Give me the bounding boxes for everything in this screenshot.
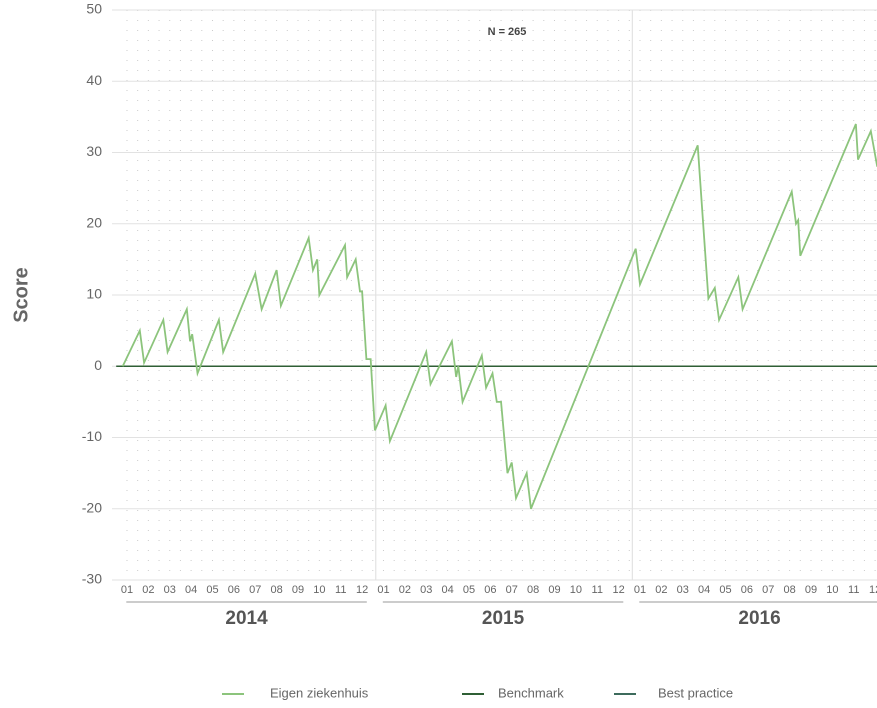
- y-tick-label: -30: [82, 571, 102, 587]
- x-tick-label: 03: [164, 584, 176, 596]
- x-tick-label: 09: [548, 584, 560, 596]
- y-axis-label: Score: [10, 267, 32, 323]
- x-tick-label: 05: [463, 584, 475, 596]
- x-tick-label: 06: [741, 584, 753, 596]
- y-tick-label: -20: [82, 499, 102, 515]
- y-tick-label: 20: [86, 214, 102, 230]
- x-tick-label: 02: [655, 584, 667, 596]
- x-tick-label: 07: [762, 584, 774, 596]
- y-tick-label: 50: [86, 1, 102, 17]
- x-tick-label: 05: [719, 584, 731, 596]
- x-tick-label: 04: [698, 584, 710, 596]
- x-tick-label: 06: [228, 584, 240, 596]
- x-tick-label: 04: [185, 584, 197, 596]
- x-tick-label: 01: [634, 584, 646, 596]
- y-tick-label: 0: [94, 357, 102, 373]
- y-tick-label: 10: [86, 286, 102, 302]
- x-tick-label: 02: [399, 584, 411, 596]
- y-tick-label: 40: [86, 72, 102, 88]
- x-tick-label: 03: [420, 584, 432, 596]
- x-tick-label: 11: [848, 584, 859, 596]
- x-tick-label: 10: [826, 584, 838, 596]
- series-line: [121, 123, 877, 510]
- x-tick-label: 10: [570, 584, 582, 596]
- x-tick-label: 04: [441, 584, 453, 596]
- y-tick-label: -10: [82, 428, 102, 444]
- x-tick-label: 08: [527, 584, 539, 596]
- x-tick-label: 09: [805, 584, 817, 596]
- x-tick-label: 02: [142, 584, 154, 596]
- x-tick-label: 07: [249, 584, 261, 596]
- legend-label: Best practice: [658, 685, 733, 700]
- year-label: 2016: [738, 608, 780, 629]
- x-tick-label: 09: [292, 584, 304, 596]
- x-tick-label: 11: [592, 584, 603, 596]
- x-tick-label: 03: [677, 584, 689, 596]
- x-tick-label: 08: [783, 584, 795, 596]
- year-label: 2014: [225, 608, 268, 629]
- x-tick-label: 07: [506, 584, 518, 596]
- x-tick-label: 06: [484, 584, 496, 596]
- x-tick-label: 12: [356, 584, 368, 596]
- x-tick-label: 05: [206, 584, 218, 596]
- x-tick-label: 11: [335, 584, 346, 596]
- plot: [116, 123, 877, 510]
- x-tick-label: 10: [313, 584, 325, 596]
- legend-label: Benchmark: [498, 685, 564, 700]
- legend-label: Eigen ziekenhuis: [270, 685, 369, 700]
- year-label: 2015: [482, 608, 525, 629]
- x-tick-label: 01: [377, 584, 389, 596]
- x-tick-label: 12: [869, 584, 877, 596]
- x-tick-label: 08: [270, 584, 282, 596]
- y-tick-label: 30: [86, 143, 102, 159]
- annotation: N = 265: [488, 26, 527, 38]
- x-tick-label: 12: [612, 584, 624, 596]
- x-tick-label: 01: [121, 584, 133, 596]
